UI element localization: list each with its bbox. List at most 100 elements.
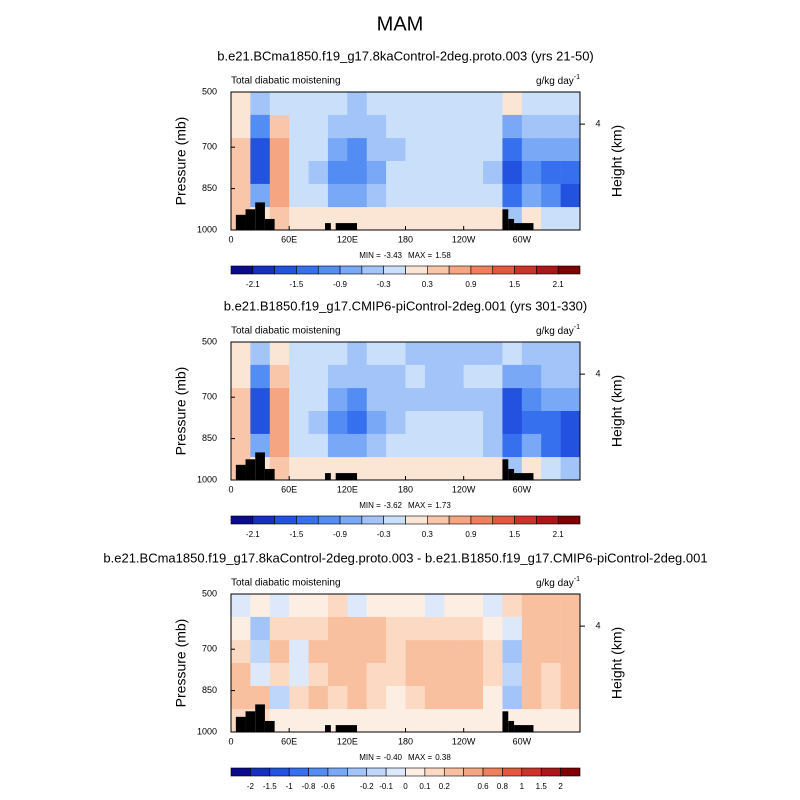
x-tick-label: 60W bbox=[513, 484, 532, 494]
field-cell bbox=[327, 663, 348, 687]
units-text: g/kg day bbox=[536, 578, 574, 589]
colorbar-label: -0.3 bbox=[377, 530, 391, 539]
field-cell bbox=[231, 114, 251, 139]
field-cell bbox=[308, 161, 329, 185]
field-cell bbox=[269, 92, 290, 116]
colorbar-box bbox=[327, 767, 348, 777]
colorbar-label: 2.1 bbox=[553, 280, 565, 289]
units: g/kg day-1 bbox=[536, 324, 580, 337]
field-cell bbox=[483, 433, 503, 458]
field-cell bbox=[269, 138, 290, 162]
colorbar-label: 0.6 bbox=[477, 782, 489, 791]
colorbar-label: -1.5 bbox=[290, 530, 304, 539]
terrain bbox=[514, 223, 534, 230]
field-cell bbox=[366, 411, 387, 435]
y2-tick-label: 4 bbox=[595, 369, 600, 379]
field-cell bbox=[560, 161, 581, 185]
field-cell bbox=[231, 616, 251, 641]
colorbar-box bbox=[557, 265, 581, 275]
field-cell bbox=[289, 183, 309, 208]
field-cell bbox=[347, 138, 368, 162]
field-cell bbox=[444, 663, 464, 687]
field-cell bbox=[521, 92, 542, 116]
panel-subtitle: b.e21.BCma1850.f19_g17.8kaControl-2deg.p… bbox=[103, 550, 707, 565]
field-cell bbox=[386, 183, 406, 208]
field-cell bbox=[405, 342, 426, 366]
field-cell bbox=[386, 411, 406, 435]
field-cell bbox=[405, 685, 426, 710]
colorbar-box bbox=[296, 515, 319, 525]
y-axis-label: Pressure (mb) bbox=[173, 117, 189, 206]
field-cell bbox=[366, 92, 387, 116]
field-cell bbox=[541, 342, 561, 366]
field-cell bbox=[366, 183, 387, 208]
field-cell bbox=[366, 364, 387, 389]
field-cell bbox=[483, 457, 503, 481]
colorbar-label: -0.8 bbox=[302, 782, 316, 791]
colorbar-box bbox=[427, 515, 450, 525]
colorbar-label: 0.3 bbox=[422, 530, 434, 539]
field-cell bbox=[327, 342, 348, 366]
colorbar-box bbox=[502, 767, 523, 777]
field-cell bbox=[560, 207, 581, 231]
terrain bbox=[508, 218, 515, 230]
min-max: MIN = -0.40 MAX = 0.38 bbox=[359, 753, 451, 762]
field-cell bbox=[405, 640, 426, 664]
field-cell bbox=[289, 663, 309, 687]
field-cell bbox=[560, 433, 581, 458]
field-cell bbox=[541, 114, 561, 139]
field-cell bbox=[560, 594, 581, 618]
x-tick-label: 180 bbox=[398, 484, 413, 494]
colorbar-label: -0.2 bbox=[360, 782, 374, 791]
field-cell bbox=[250, 685, 271, 710]
field-cell bbox=[386, 685, 406, 710]
min-label: MIN = bbox=[359, 501, 381, 510]
field-cell bbox=[269, 457, 290, 481]
terrain bbox=[514, 473, 534, 480]
min-max: MIN = -3.62 MAX = 1.73 bbox=[359, 501, 451, 510]
colorbar-box bbox=[536, 515, 559, 525]
terrain bbox=[245, 459, 256, 480]
field-cell bbox=[463, 663, 484, 687]
terrain bbox=[235, 464, 246, 480]
terrain bbox=[502, 459, 509, 480]
units-text: g/kg day bbox=[536, 76, 574, 87]
field-cell bbox=[405, 207, 426, 231]
y-tick-label: 1000 bbox=[197, 726, 217, 736]
field-cell bbox=[405, 388, 426, 412]
colorbar-box bbox=[383, 265, 406, 275]
terrain bbox=[502, 711, 509, 732]
field-cell bbox=[444, 207, 464, 231]
y-tick-label: 700 bbox=[202, 142, 217, 152]
field-cell bbox=[386, 138, 406, 162]
field-cell bbox=[366, 457, 387, 481]
field-cell bbox=[424, 411, 445, 435]
field-cell bbox=[424, 594, 445, 618]
field-cell bbox=[541, 207, 561, 231]
colorbar-box bbox=[296, 265, 319, 275]
field-cell bbox=[386, 161, 406, 185]
field-cell bbox=[560, 709, 581, 733]
field-cell bbox=[483, 616, 503, 641]
field-cell bbox=[366, 616, 387, 641]
field-cell bbox=[250, 92, 271, 116]
field-cell bbox=[231, 433, 251, 458]
field-cell bbox=[327, 411, 348, 435]
field-cell bbox=[560, 364, 581, 389]
field-cell bbox=[463, 709, 484, 733]
field-cell bbox=[521, 640, 542, 664]
field-cell bbox=[483, 709, 503, 733]
field-cell bbox=[289, 685, 309, 710]
colorbar-label: -0.1 bbox=[379, 782, 393, 791]
field-cell bbox=[483, 114, 503, 139]
field-cell bbox=[231, 640, 251, 664]
colorbar-label: -0.9 bbox=[333, 530, 347, 539]
field-cell bbox=[521, 183, 542, 208]
field-cell bbox=[386, 594, 406, 618]
max-value: 1.58 bbox=[435, 251, 451, 260]
field-cell bbox=[541, 92, 561, 116]
field-cell bbox=[347, 364, 368, 389]
min-value: -3.62 bbox=[384, 501, 403, 510]
field-cell bbox=[463, 594, 484, 618]
field-cell bbox=[231, 138, 251, 162]
